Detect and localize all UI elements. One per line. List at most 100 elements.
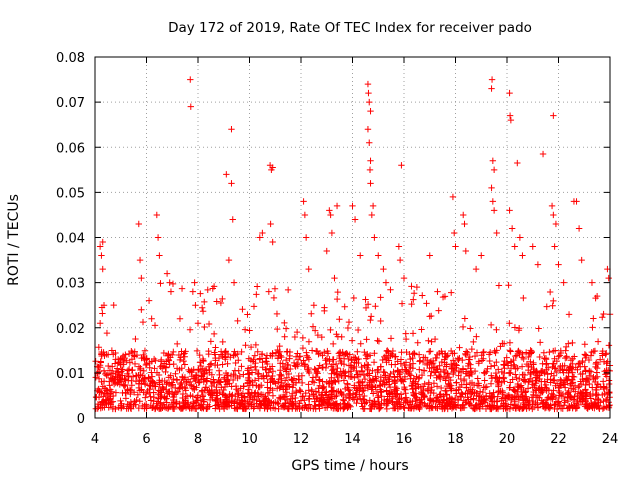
data-point-peak <box>228 126 235 133</box>
data-point <box>364 370 371 378</box>
data-point <box>563 367 570 374</box>
data-point <box>210 376 217 383</box>
data-point <box>361 362 368 369</box>
data-point <box>408 283 415 290</box>
data-point <box>492 369 500 377</box>
data-point <box>520 377 527 384</box>
data-point <box>260 372 267 379</box>
data-point <box>466 379 474 387</box>
data-point-peak <box>489 157 497 164</box>
data-point-peak <box>462 247 469 255</box>
data-point <box>487 321 495 329</box>
data-point-peak <box>194 320 202 327</box>
data-point <box>190 402 198 410</box>
data-point <box>269 386 276 394</box>
data-point <box>250 303 258 310</box>
data-point <box>319 384 327 391</box>
data-point <box>348 356 355 363</box>
data-point <box>297 388 304 395</box>
data-point <box>197 290 204 297</box>
data-point <box>398 366 406 373</box>
data-point <box>509 376 516 383</box>
data-point <box>275 375 283 383</box>
data-point <box>333 400 340 408</box>
data-point-peak <box>555 261 562 268</box>
data-point <box>178 365 185 372</box>
data-point <box>482 405 490 413</box>
data-point <box>296 386 303 394</box>
data-point-peak <box>96 243 104 250</box>
data-point <box>491 403 498 410</box>
data-point <box>95 368 103 375</box>
data-point <box>110 392 117 400</box>
data-point <box>234 374 241 382</box>
data-point-peak <box>138 274 145 282</box>
data-point <box>600 358 608 365</box>
data-point <box>129 373 137 380</box>
data-point <box>104 371 112 378</box>
data-point <box>566 393 573 400</box>
data-point-peak <box>395 243 403 250</box>
data-point <box>233 386 240 393</box>
data-point <box>410 296 417 303</box>
data-point <box>470 395 477 402</box>
data-point <box>124 370 131 378</box>
data-point <box>518 363 526 370</box>
data-point <box>506 384 513 391</box>
data-point <box>417 357 424 364</box>
data-point <box>552 394 560 402</box>
data-point <box>467 386 474 393</box>
y-tick-label: 0.01 <box>56 367 85 382</box>
data-point <box>428 368 435 375</box>
data-point <box>605 342 613 349</box>
data-point <box>246 327 253 334</box>
data-point <box>234 387 242 395</box>
data-point <box>289 395 296 403</box>
data-point <box>439 350 446 357</box>
data-point <box>336 352 343 360</box>
data-point <box>232 351 239 358</box>
data-point <box>283 366 290 373</box>
data-point <box>103 400 110 408</box>
data-point <box>137 366 144 374</box>
data-point <box>135 363 143 370</box>
data-point <box>401 385 408 393</box>
data-point <box>426 313 433 320</box>
data-point-peak <box>366 166 374 174</box>
data-point <box>447 387 455 394</box>
data-point <box>579 398 586 406</box>
data-point <box>413 401 421 409</box>
data-point <box>567 364 574 371</box>
data-point <box>352 354 359 362</box>
data-point <box>455 372 462 379</box>
data-point <box>239 306 246 313</box>
data-point <box>421 393 428 400</box>
data-point <box>297 397 305 404</box>
data-point-peak <box>310 301 318 309</box>
data-point <box>471 352 479 360</box>
data-point <box>393 399 400 407</box>
data-point <box>272 349 280 356</box>
data-point <box>132 335 139 343</box>
data-point <box>486 349 494 356</box>
data-point <box>214 390 221 397</box>
data-point <box>345 318 353 326</box>
data-point <box>250 356 257 363</box>
data-point <box>484 365 491 372</box>
data-point <box>128 356 136 363</box>
data-point <box>146 386 153 393</box>
data-point-peak <box>229 216 236 223</box>
data-point-peak <box>305 265 312 273</box>
data-point <box>504 360 511 367</box>
data-point <box>360 396 368 404</box>
data-point <box>363 336 370 343</box>
data-point <box>284 286 292 294</box>
data-point <box>536 353 543 361</box>
data-point <box>479 388 487 396</box>
data-point <box>336 315 343 323</box>
data-point <box>272 398 279 406</box>
data-point <box>96 364 104 371</box>
data-point <box>398 300 406 307</box>
data-point <box>316 350 324 357</box>
data-point <box>551 365 558 372</box>
